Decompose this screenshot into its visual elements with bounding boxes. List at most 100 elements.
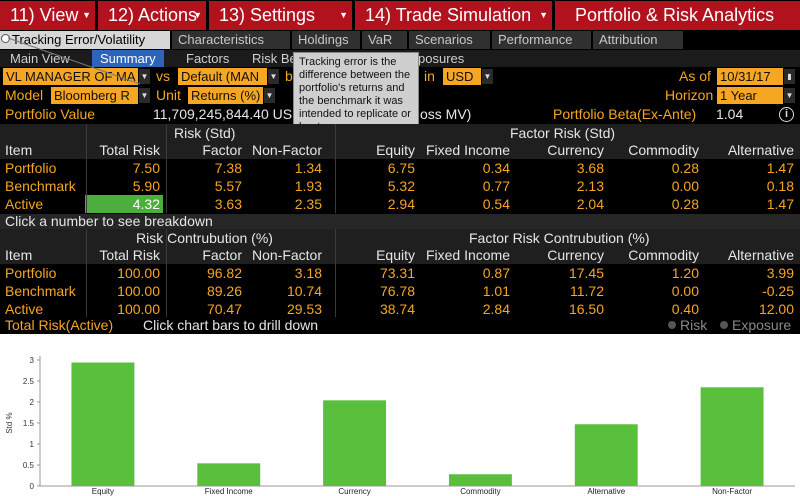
table-cell[interactable]: 2.84 — [482, 301, 510, 317]
subtab-factors[interactable]: Factors — [186, 51, 230, 66]
chevron-down-icon[interactable]: ▼ — [482, 69, 493, 84]
column-header[interactable]: Fixed Income — [425, 142, 510, 158]
table-cell[interactable]: 0.87 — [482, 265, 510, 281]
table-cell[interactable]: 11.72 — [570, 283, 604, 299]
column-header[interactable]: Currency — [547, 142, 604, 158]
table-cell[interactable]: 100.00 — [117, 301, 160, 317]
chart-bar[interactable] — [574, 424, 638, 486]
table-cell[interactable]: 29.53 — [286, 301, 322, 317]
column-header[interactable]: Alternative — [727, 142, 794, 158]
column-header[interactable]: Equity — [376, 142, 415, 158]
tab-characteristics[interactable]: Characteristics — [172, 31, 290, 49]
chevron-down-icon[interactable]: ▼ — [264, 88, 275, 103]
actions-menu[interactable]: 12) Actions ▼ — [98, 1, 206, 30]
chevron-down-icon[interactable]: ▼ — [139, 69, 150, 84]
as-of-date-field[interactable]: 10/31/17 — [717, 68, 783, 85]
view-menu[interactable]: 11) View ▼ — [0, 1, 95, 30]
table-cell[interactable]: 38.74 — [379, 301, 415, 317]
column-header[interactable]: Fixed Income — [425, 247, 510, 263]
benchmark-select[interactable]: Default (MAN — [178, 68, 267, 85]
table-cell[interactable]: 1.47 — [766, 196, 794, 212]
column-header[interactable]: Factor — [202, 142, 242, 158]
chart-bar[interactable] — [323, 400, 387, 486]
table-cell[interactable]: 12.00 — [758, 301, 794, 317]
table-cell[interactable]: 0.77 — [482, 178, 510, 194]
table-cell[interactable]: 7.50 — [132, 160, 160, 176]
table-cell[interactable]: 73.31 — [379, 265, 415, 281]
table-cell[interactable]: 1.93 — [294, 178, 322, 194]
tab-holdings[interactable]: Holdings — [292, 31, 360, 49]
table-cell[interactable]: 10.74 — [286, 283, 322, 299]
table-cell[interactable]: 0.54 — [482, 196, 510, 212]
chevron-down-icon[interactable]: ▼ — [268, 69, 279, 84]
subtab-exposures[interactable]: posures — [418, 51, 465, 66]
table-cell[interactable]: 2.35 — [294, 196, 322, 212]
table-cell[interactable]: 0.40 — [671, 301, 699, 317]
table-cell[interactable]: 0.00 — [671, 178, 699, 194]
tab-tracking-error[interactable]: Tracking Error/Volatility — [0, 31, 170, 49]
subtab-summary[interactable]: Summary — [92, 50, 164, 67]
chart-bar[interactable] — [71, 362, 135, 486]
table-cell[interactable]: 1.01 — [482, 283, 510, 299]
table-cell[interactable]: 100.00 — [117, 265, 160, 281]
tab-var[interactable]: VaR — [362, 31, 407, 49]
table-cell[interactable]: 0.34 — [482, 160, 510, 176]
table-cell[interactable]: 6.75 — [387, 160, 415, 176]
tab-performance[interactable]: Performance — [492, 31, 591, 49]
column-header[interactable]: Commodity — [628, 142, 699, 158]
horizon-select[interactable]: 1 Year — [717, 87, 783, 104]
table-cell[interactable]: 0.28 — [671, 196, 699, 212]
column-header[interactable]: Currency — [547, 247, 604, 263]
trade-simulation-menu[interactable]: 14) Trade Simulation ▼ — [355, 1, 552, 30]
table-cell[interactable]: 4.32 — [85, 195, 163, 213]
column-header[interactable]: Equity — [376, 247, 415, 263]
settings-menu[interactable]: 13) Settings ▼ — [209, 1, 352, 30]
table-cell[interactable]: 16.50 — [568, 301, 604, 317]
table-cell[interactable]: 96.82 — [206, 265, 242, 281]
table-cell[interactable]: 3.18 — [294, 265, 322, 281]
table-cell[interactable]: 0.28 — [671, 160, 699, 176]
info-icon[interactable]: i — [779, 107, 794, 122]
table-cell[interactable]: 1.47 — [766, 160, 794, 176]
tab-scenarios[interactable]: Scenarios — [409, 31, 490, 49]
table-cell[interactable]: 1.34 — [294, 160, 322, 176]
table-cell[interactable]: 70.47 — [206, 301, 242, 317]
column-header[interactable]: Total Risk — [99, 142, 160, 158]
model-select[interactable]: Bloomberg R — [51, 87, 138, 104]
column-header[interactable]: Non-Factor — [251, 247, 322, 263]
tab-attribution[interactable]: Attribution — [593, 31, 683, 49]
table-cell[interactable]: 5.57 — [214, 178, 242, 194]
chart-bar[interactable] — [448, 474, 512, 486]
column-header[interactable]: Alternative — [727, 247, 794, 263]
table-cell[interactable]: 7.38 — [214, 160, 242, 176]
chart-bar[interactable] — [700, 387, 764, 486]
table-cell[interactable]: 2.94 — [387, 196, 415, 212]
currency-select[interactable]: USD — [443, 68, 481, 85]
table-cell[interactable]: 76.78 — [379, 283, 415, 299]
exposure-option-label[interactable]: Exposure — [732, 317, 792, 333]
unit-select[interactable]: Returns (%) — [188, 87, 263, 104]
exposure-radio-icon[interactable] — [720, 321, 728, 329]
column-header[interactable]: Non-Factor — [251, 142, 322, 158]
table-cell[interactable]: 17.45 — [568, 265, 604, 281]
table-cell[interactable]: 89.26 — [206, 283, 242, 299]
table-cell[interactable]: 3.63 — [214, 196, 242, 212]
table-cell[interactable]: 100.00 — [117, 283, 160, 299]
calendar-icon[interactable]: ▮ — [784, 69, 795, 84]
table-cell[interactable]: 1.20 — [671, 265, 699, 281]
portfolio-select[interactable]: VL MANAGER OF MA — [3, 68, 138, 85]
table-cell[interactable]: 2.04 — [576, 196, 604, 212]
column-header[interactable]: Commodity — [628, 247, 699, 263]
column-header[interactable]: Total Risk — [99, 247, 160, 263]
table-cell[interactable]: 5.32 — [387, 178, 415, 194]
column-header[interactable]: Factor — [202, 247, 242, 263]
risk-option-label[interactable]: Risk — [680, 317, 708, 333]
table-cell[interactable]: 2.13 — [576, 178, 604, 194]
table-cell[interactable]: 5.90 — [132, 178, 160, 194]
chevron-down-icon[interactable]: ▼ — [784, 88, 795, 103]
table-cell[interactable]: 0.00 — [671, 283, 699, 299]
chart-bar[interactable] — [197, 463, 261, 486]
subtab-risk-bets[interactable]: Risk Be — [252, 51, 297, 66]
table-cell[interactable]: -0.25 — [762, 283, 794, 299]
risk-radio-icon[interactable] — [668, 321, 676, 329]
